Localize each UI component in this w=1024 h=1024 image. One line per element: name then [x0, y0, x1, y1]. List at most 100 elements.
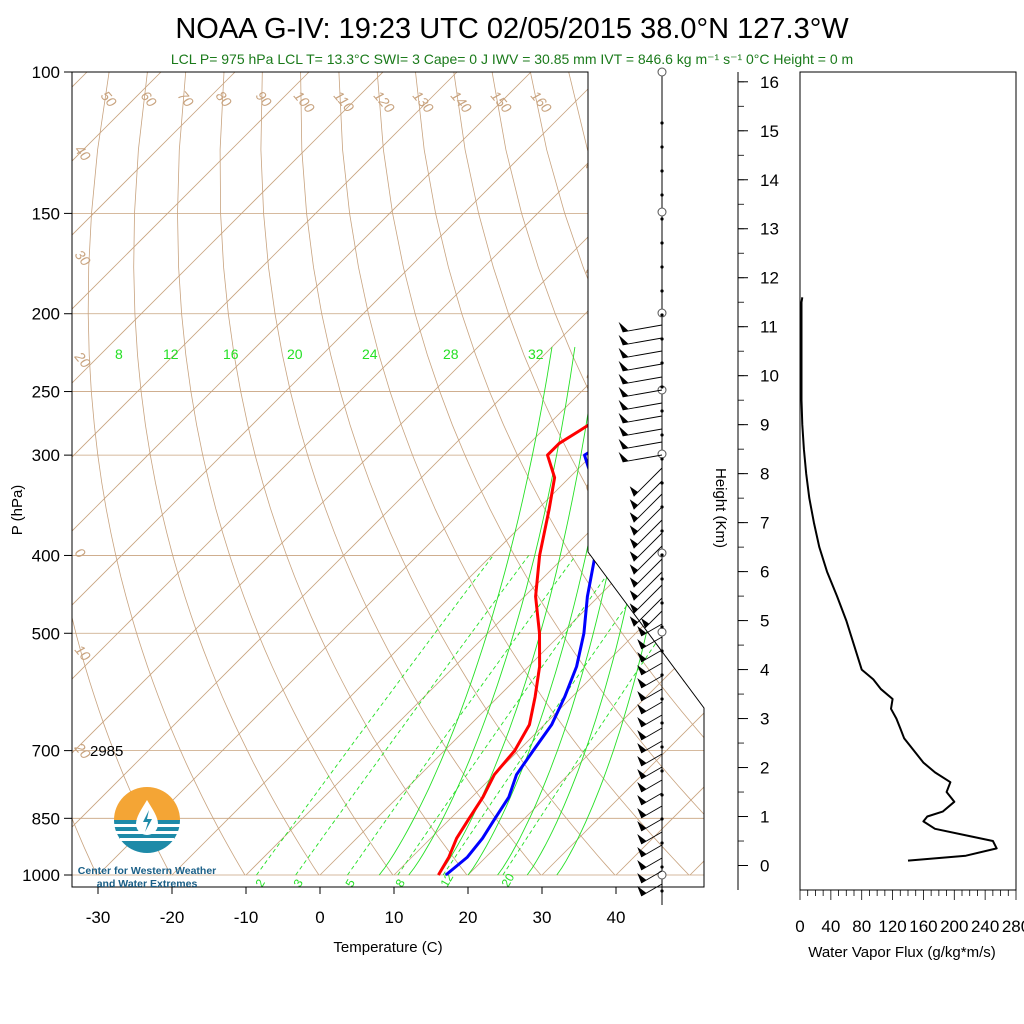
dry-adiabat-label: 160 — [528, 88, 555, 116]
height-tick-label: 0 — [760, 857, 769, 876]
height-tick-label: 6 — [760, 563, 769, 582]
pressure-axis-label: P (hPa) — [9, 485, 26, 536]
dry-adiabat-line — [683, 72, 704, 134]
moist-adiabat-label: 8 — [115, 346, 123, 362]
dry-adiabat-line — [952, 72, 1024, 875]
dry-adiabat-line — [376, 72, 704, 815]
wind-level-dot — [660, 529, 664, 533]
chart-title: NOAA G-IV: 19:23 UTC 02/05/2015 38.0°N 1… — [175, 13, 849, 45]
height-tick-label: 5 — [760, 612, 769, 631]
wind-barb-flag — [637, 743, 647, 753]
pressure-tick-label: 150 — [32, 204, 60, 223]
wind-barb-staff — [640, 844, 663, 858]
wind-barb-flag — [629, 551, 638, 562]
wind-barb-flag — [618, 438, 629, 449]
dry-adiabat-line — [338, 72, 690, 876]
mixing-ratio-label: 5 — [342, 876, 358, 889]
dry-adiabat-line — [453, 72, 704, 662]
wind-barb-staff — [640, 636, 663, 650]
wind-level-circle — [657, 308, 667, 318]
dry-adiabat-line — [837, 72, 1024, 875]
height-tick-label: 16 — [760, 73, 779, 92]
wind-barb-flag — [618, 347, 629, 358]
wind-barb-staff — [622, 415, 663, 424]
isotherm-line — [467, 638, 704, 876]
skew-t-frame — [71, 71, 705, 888]
wind-barb-staff — [640, 857, 663, 871]
wind-barb-flag — [618, 386, 629, 397]
isotherm-line — [72, 72, 680, 680]
isotherm-label: 20 — [71, 348, 94, 371]
dry-adiabat-label: 100 — [291, 88, 318, 116]
wind-level-dot — [660, 457, 664, 461]
wind-barb-flag — [629, 564, 638, 575]
wind-level-dot — [660, 577, 664, 581]
height-tick-label: 10 — [760, 367, 779, 386]
wind-level-circle — [657, 627, 667, 637]
wind-level-dot — [660, 697, 664, 701]
wind-barb-flag — [629, 499, 638, 510]
dry-adiabat-label: 130 — [410, 88, 437, 116]
wind-barb-flag — [637, 834, 647, 844]
height-tick-label: 1 — [760, 808, 769, 827]
pressure-tick-label: 700 — [32, 742, 60, 761]
wind-level-dot — [660, 553, 664, 557]
wind-barb-flag — [637, 769, 647, 779]
dry-adiabat-line — [913, 72, 1024, 875]
dry-adiabat-line — [87, 72, 246, 876]
wind-barb-staff — [640, 779, 663, 793]
wind-level-dot — [660, 217, 664, 221]
wind-barb-flag — [637, 756, 647, 766]
isotherm-line — [72, 194, 704, 828]
pressure-tick-label: 850 — [32, 809, 60, 828]
wind-barb-staff — [622, 428, 663, 437]
wind-barb-staff — [640, 662, 663, 676]
pressure-tick-label: 500 — [32, 624, 60, 643]
wind-barb-staff — [622, 350, 663, 359]
height-tick-label: 14 — [760, 171, 779, 190]
pressure-tick-label: 100 — [32, 63, 60, 82]
moist-adiabat-label: 16 — [223, 346, 239, 362]
wind-barb-flag — [637, 886, 647, 896]
wind-barb-staff — [640, 714, 663, 728]
flux-tick-label: 200 — [940, 917, 968, 936]
wind-barb-flag — [629, 512, 638, 523]
wind-barb-staff — [640, 883, 663, 897]
wind-level-dot — [660, 313, 664, 317]
height-tick-label: 7 — [760, 514, 769, 533]
wind-barb-staff — [622, 441, 663, 450]
wind-level-dot — [660, 865, 664, 869]
wind-level-dot — [660, 289, 664, 293]
wind-barb-staff — [640, 818, 663, 832]
wind-barb-flag — [629, 577, 638, 588]
isotherm-line — [72, 72, 310, 310]
wind-barb-staff — [633, 545, 663, 575]
flux-axis-label: Water Vapor Flux (g/kg*m/s) — [808, 944, 996, 961]
wind-barb-flag — [637, 665, 647, 675]
dry-adiabat-line — [415, 72, 704, 739]
isotherm-label: 0 — [72, 545, 89, 561]
isotherm-line — [171, 342, 704, 876]
dry-adiabat-line — [799, 72, 1024, 875]
wind-level-circle — [657, 207, 667, 217]
wind-barb-staff — [640, 805, 663, 819]
wind-barb-flag — [618, 451, 629, 462]
isotherm-line — [541, 712, 704, 876]
wind-barb-flag — [618, 412, 629, 423]
mixing-ratio-label: 3 — [290, 876, 306, 889]
isotherm-line — [319, 490, 704, 876]
wind-level-dot — [660, 145, 664, 149]
flux-tick-label: 240 — [971, 917, 999, 936]
wind-barb-staff — [622, 376, 663, 385]
wind-barb-flag — [629, 616, 638, 627]
moist-adiabat-label: 12 — [163, 346, 179, 362]
logo-line-1: Center for Western Weather — [78, 865, 216, 877]
wind-barb-staff — [633, 467, 663, 497]
moist-adiabat-label: 24 — [362, 346, 378, 362]
flux-tick-label: 40 — [821, 917, 840, 936]
wind-level-circle — [657, 449, 667, 459]
wind-barb-flag — [637, 821, 647, 831]
wind-barb-staff — [640, 753, 663, 767]
annotation-2985: 2985 — [90, 743, 123, 760]
